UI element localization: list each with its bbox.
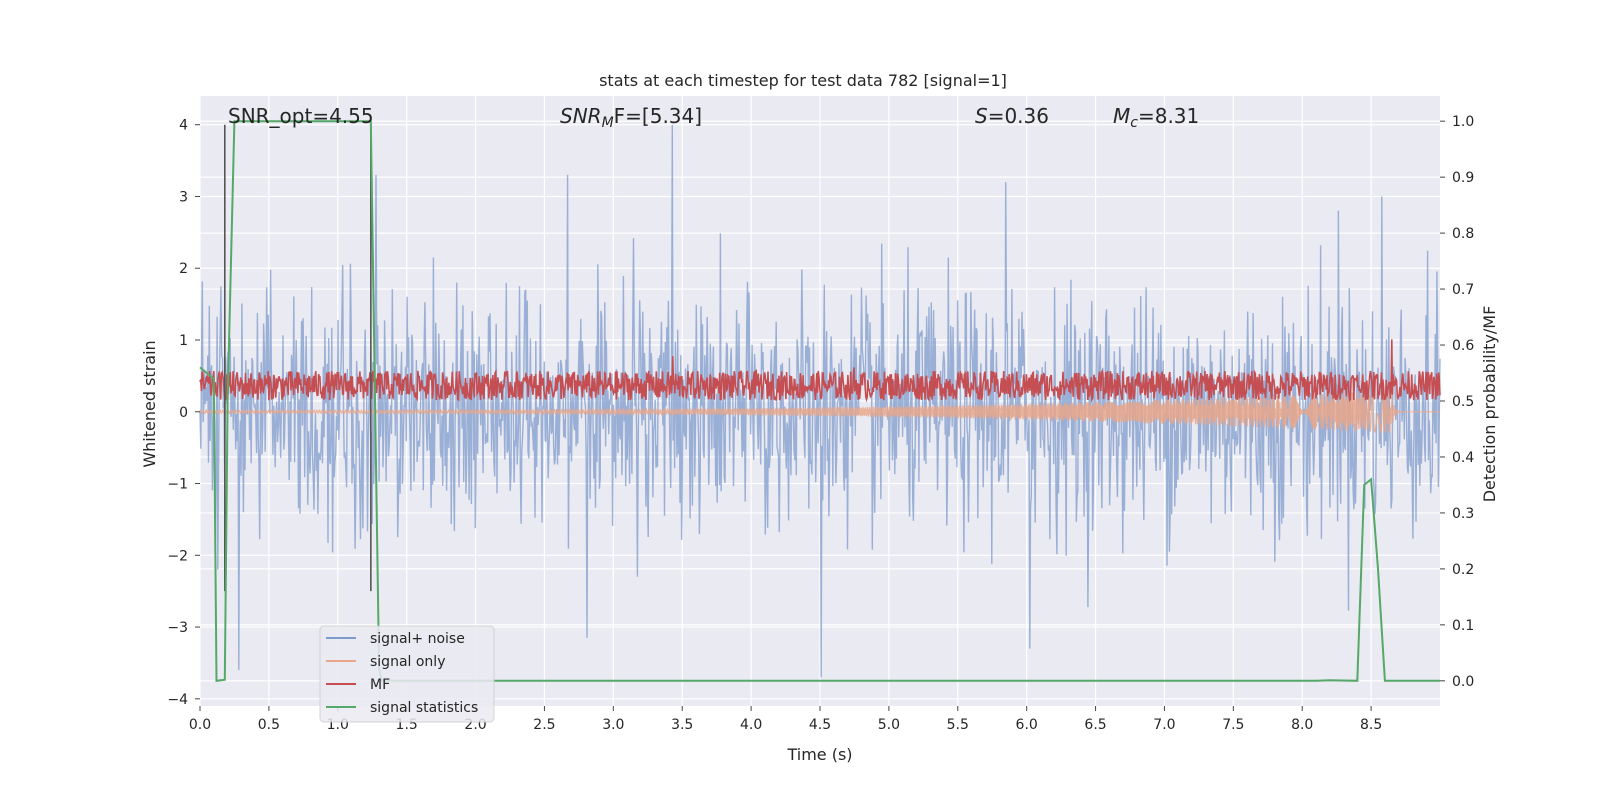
x-tick-label-8: 4.0 bbox=[740, 717, 762, 733]
x-tick-label-11: 5.5 bbox=[947, 717, 969, 733]
annotation-mc-base: M bbox=[1113, 104, 1130, 128]
x-tick-label-15: 7.5 bbox=[1222, 717, 1244, 733]
yr-tick-label-7: 0.7 bbox=[1452, 282, 1474, 298]
yr-tick-label-0: 0.0 bbox=[1452, 674, 1474, 690]
x-tick-label-0: 0.0 bbox=[189, 717, 211, 733]
yr-tick-label-10: 1.0 bbox=[1452, 114, 1474, 130]
yr-tick-label-8: 0.8 bbox=[1452, 226, 1474, 242]
annotation-snr-opt: SNR_opt=4.55 bbox=[228, 104, 374, 128]
x-tick-label-1: 0.5 bbox=[258, 717, 280, 733]
legend-label-mf: MF bbox=[370, 677, 390, 693]
x-axis-ticks: 0.0 0.5 1.0 1.5 2.0 2.5 3.0 3.5 4.0 4.5 5.0 5.5 6.0 6… bbox=[189, 706, 1382, 733]
x-tick-label-17: 8.5 bbox=[1360, 717, 1382, 733]
legend-label-signal-noise: signal+ noise bbox=[370, 631, 465, 647]
x-tick-label-12: 6.0 bbox=[1016, 717, 1038, 733]
yl-tick-label-3: −1 bbox=[167, 477, 188, 493]
y-left-axis-label: Whitened strain bbox=[140, 340, 159, 467]
legend-label-signal-only: signal only bbox=[370, 654, 445, 670]
yr-tick-label-2: 0.2 bbox=[1452, 562, 1474, 578]
annotation-s: S=0.36 bbox=[975, 104, 1049, 128]
yl-tick-label-4: 0 bbox=[179, 405, 188, 421]
annotation-mc-sub: c bbox=[1130, 115, 1138, 131]
annotation-s-symbol: S bbox=[975, 104, 988, 128]
annotation-mc-value: =8.31 bbox=[1138, 104, 1199, 128]
x-tick-label-6: 3.0 bbox=[602, 717, 624, 733]
signal-only-line bbox=[199, 390, 1440, 433]
yr-tick-label-4: 0.4 bbox=[1452, 450, 1474, 466]
yr-tick-label-5: 0.5 bbox=[1452, 394, 1474, 410]
y-right-axis-ticks: 0.0 0.1 0.2 0.3 0.4 0.5 0.6 0.7 0.8 0.9 1.0 bbox=[1440, 114, 1474, 690]
x-tick-label-7: 3.5 bbox=[671, 717, 693, 733]
legend-box bbox=[319, 625, 495, 723]
x-tick-label-10: 5.0 bbox=[878, 717, 900, 733]
legend-label-signal-statistics: signal statistics bbox=[370, 700, 478, 716]
yr-tick-label-3: 0.3 bbox=[1452, 506, 1474, 522]
annotation-s-value: =0.36 bbox=[988, 104, 1049, 128]
mf-line bbox=[199, 339, 1441, 403]
x-tick-label-5: 2.5 bbox=[533, 717, 555, 733]
y-left-axis-ticks: −4 −3 −2 −1 0 1 2 3 4 bbox=[167, 118, 200, 708]
yr-tick-label-1: 0.1 bbox=[1452, 618, 1474, 634]
x-tick-label-13: 6.5 bbox=[1084, 717, 1106, 733]
annotation-snr-mf-base: SNR bbox=[560, 104, 602, 128]
yl-tick-label-7: 3 bbox=[179, 189, 188, 205]
annotation-snr-mf: SNRMF=[5.34] bbox=[560, 104, 702, 131]
annotation-mc: Mc=8.31 bbox=[1113, 104, 1199, 131]
yl-tick-label-0: −4 bbox=[167, 692, 188, 708]
yl-tick-label-2: −2 bbox=[167, 548, 188, 564]
series-mf bbox=[199, 339, 1441, 403]
yr-tick-label-9: 0.9 bbox=[1452, 170, 1474, 186]
yl-tick-label-6: 2 bbox=[179, 261, 188, 277]
annotation-snr-mf-sub: M bbox=[602, 115, 614, 131]
y-right-axis-label: Detection probability/MF bbox=[1480, 306, 1499, 503]
x-tick-label-14: 7.0 bbox=[1153, 717, 1175, 733]
series-signal-only bbox=[199, 390, 1440, 433]
x-tick-label-9: 4.5 bbox=[809, 717, 831, 733]
annotation-snr-mf-rest: F=[5.34] bbox=[614, 104, 702, 128]
yr-tick-label-6: 0.6 bbox=[1452, 338, 1474, 354]
yl-tick-label-1: −3 bbox=[167, 620, 188, 636]
x-tick-label-16: 8.0 bbox=[1291, 717, 1313, 733]
yl-tick-label-5: 1 bbox=[179, 333, 188, 349]
chart-title: stats at each timestep for test data 782… bbox=[599, 71, 1007, 90]
marker-lines bbox=[224, 124, 372, 592]
x-axis-label: Time (s) bbox=[786, 745, 852, 764]
legend: signal+ noise signal only MF signal stat… bbox=[319, 625, 495, 723]
yl-tick-label-8: 4 bbox=[179, 118, 188, 134]
